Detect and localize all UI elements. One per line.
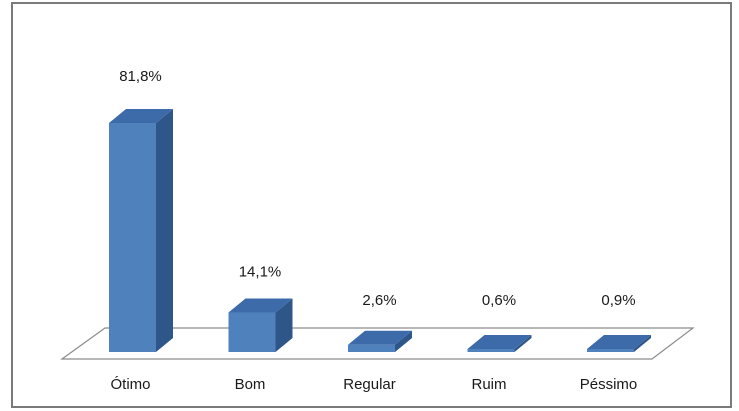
bar-top [348, 330, 412, 345]
bar-front [109, 122, 156, 353]
bar-top [109, 108, 173, 123]
data-label-4: 0,9% [601, 292, 635, 309]
bar-front [467, 349, 515, 352]
category-label-0: Ótimo [110, 376, 150, 393]
bar-3 [467, 335, 532, 352]
bar-top [467, 335, 532, 349]
bar-top [587, 335, 651, 349]
bar-side [275, 298, 293, 352]
data-labels-layer: 81,8% 14,1% 2,6% 0,6% 0,9% [119, 68, 635, 309]
bar-side [634, 335, 651, 352]
category-label-2: Regular [343, 376, 396, 393]
bar-0 [109, 108, 173, 353]
category-labels-layer: Ótimo Bom Regular Ruim Péssimo [110, 376, 637, 393]
category-label-1: Bom [235, 376, 266, 393]
category-label-4: Péssimo [580, 376, 638, 393]
data-label-0: 81,8% [119, 68, 162, 85]
bar-top [228, 298, 293, 313]
bar-side [156, 108, 173, 353]
bar-front [587, 349, 634, 352]
data-label-3: 0,6% [482, 292, 516, 309]
bars-layer [109, 108, 651, 353]
bar-side [514, 335, 532, 352]
bar-front [228, 312, 276, 352]
data-label-2: 2,6% [362, 292, 396, 309]
bar-front [348, 344, 395, 352]
bar-2 [348, 330, 412, 352]
bar-side [395, 330, 412, 352]
category-label-3: Ruim [471, 376, 506, 393]
data-label-1: 14,1% [239, 264, 282, 281]
bar-4 [587, 335, 651, 352]
bar-1 [228, 298, 293, 352]
